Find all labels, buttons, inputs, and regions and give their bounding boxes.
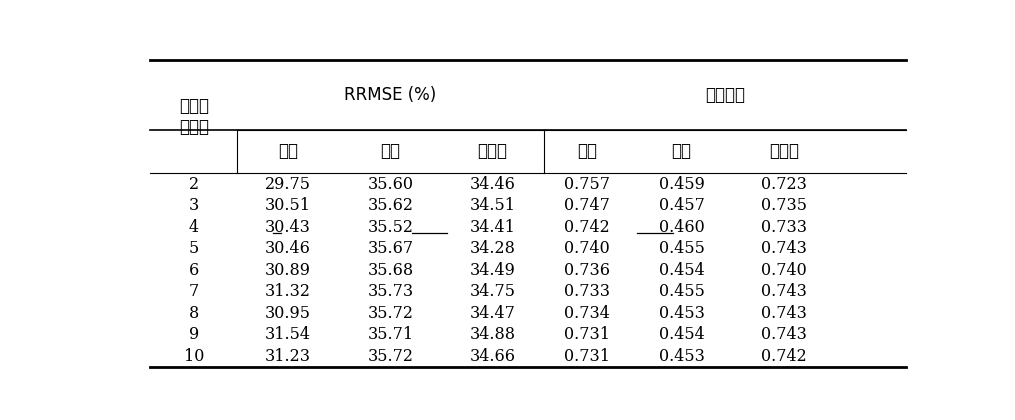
Text: 테스트: 테스트 xyxy=(478,142,508,160)
Text: 0.747: 0.747 xyxy=(564,197,610,214)
Text: 6: 6 xyxy=(189,262,199,279)
Text: 0.740: 0.740 xyxy=(564,240,610,257)
Text: 30.89: 30.89 xyxy=(265,262,312,279)
Text: 35.52: 35.52 xyxy=(367,219,413,236)
Text: 34.66: 34.66 xyxy=(470,348,516,365)
Text: 검증: 검증 xyxy=(381,142,400,160)
Text: 테스트: 테스트 xyxy=(768,142,799,160)
Text: 35.71: 35.71 xyxy=(367,326,413,344)
Text: 학습: 학습 xyxy=(278,142,298,160)
Text: 31.23: 31.23 xyxy=(265,348,312,365)
Text: 0.742: 0.742 xyxy=(564,219,610,236)
Text: 0.455: 0.455 xyxy=(659,284,704,300)
Text: 34.46: 34.46 xyxy=(470,176,516,193)
Text: 0.742: 0.742 xyxy=(761,348,807,365)
Text: 34.88: 34.88 xyxy=(470,326,516,344)
Text: 30.43: 30.43 xyxy=(265,219,311,236)
Text: 0.743: 0.743 xyxy=(761,240,807,257)
Text: 35.62: 35.62 xyxy=(367,197,413,214)
Text: 0.734: 0.734 xyxy=(564,305,610,322)
Text: 0.723: 0.723 xyxy=(761,176,807,193)
Text: 35.72: 35.72 xyxy=(367,348,413,365)
Text: 0.731: 0.731 xyxy=(564,348,610,365)
Text: 31.54: 31.54 xyxy=(265,326,312,344)
Text: 7: 7 xyxy=(189,284,199,300)
Text: 3: 3 xyxy=(189,197,199,214)
Text: 0.731: 0.731 xyxy=(564,326,610,344)
Text: 8: 8 xyxy=(189,305,199,322)
Text: 34.51: 34.51 xyxy=(470,197,516,214)
Text: 0.455: 0.455 xyxy=(659,240,704,257)
Text: 9: 9 xyxy=(189,326,199,344)
Text: 34.49: 34.49 xyxy=(470,262,516,279)
Text: 0.736: 0.736 xyxy=(564,262,610,279)
Text: 검증: 검증 xyxy=(672,142,691,160)
Text: 0.743: 0.743 xyxy=(761,284,807,300)
Text: 5: 5 xyxy=(189,240,199,257)
Text: 35.67: 35.67 xyxy=(367,240,413,257)
Text: 0.454: 0.454 xyxy=(659,326,704,344)
Text: 0.460: 0.460 xyxy=(659,219,704,236)
Text: 0.457: 0.457 xyxy=(659,197,704,214)
Text: 29.75: 29.75 xyxy=(265,176,312,193)
Text: 0.453: 0.453 xyxy=(659,348,704,365)
Text: 35.60: 35.60 xyxy=(367,176,413,193)
Text: 0.459: 0.459 xyxy=(659,176,704,193)
Text: 4: 4 xyxy=(189,219,199,236)
Text: 34.47: 34.47 xyxy=(470,305,516,322)
Text: 0.454: 0.454 xyxy=(659,262,704,279)
Text: 0.743: 0.743 xyxy=(761,326,807,344)
Text: 31.32: 31.32 xyxy=(265,284,312,300)
Text: 0.757: 0.757 xyxy=(564,176,610,193)
Text: 0.735: 0.735 xyxy=(760,197,807,214)
Text: 34.75: 34.75 xyxy=(470,284,516,300)
Text: 30.95: 30.95 xyxy=(265,305,312,322)
Text: 0.743: 0.743 xyxy=(761,305,807,322)
Text: 34.41: 34.41 xyxy=(470,219,516,236)
Text: 30.46: 30.46 xyxy=(265,240,311,257)
Text: 35.68: 35.68 xyxy=(367,262,413,279)
Text: RRMSE (%): RRMSE (%) xyxy=(344,86,436,104)
Text: 34.28: 34.28 xyxy=(470,240,516,257)
Text: 2: 2 xyxy=(189,176,199,193)
Text: 학습: 학습 xyxy=(578,142,597,160)
Text: 10: 10 xyxy=(184,348,204,365)
Text: 35.72: 35.72 xyxy=(367,305,413,322)
Text: 0.740: 0.740 xyxy=(761,262,807,279)
Text: 상관계수: 상관계수 xyxy=(704,86,745,104)
Text: 35.73: 35.73 xyxy=(367,284,413,300)
Text: 30.51: 30.51 xyxy=(265,197,312,214)
Text: 0.453: 0.453 xyxy=(659,305,704,322)
Text: 0.733: 0.733 xyxy=(760,219,807,236)
Text: 0.733: 0.733 xyxy=(564,284,610,300)
Text: 은닉층
노드수: 은닉층 노드수 xyxy=(179,97,209,136)
